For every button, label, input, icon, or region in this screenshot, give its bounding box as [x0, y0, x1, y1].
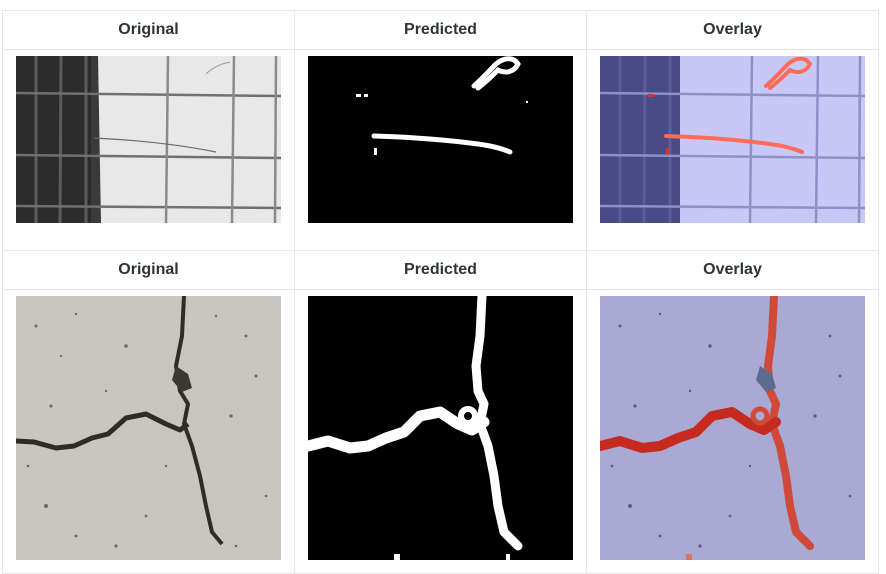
overlay-cell: [586, 49, 879, 273]
predicted-cell: [294, 49, 587, 273]
overlay-image: [600, 56, 865, 223]
column-header-original: Original: [2, 250, 295, 290]
column-header-predicted: Predicted: [294, 250, 587, 290]
original-image: [16, 296, 281, 560]
image-row: [2, 289, 879, 574]
result-table-2: Original Predicted Overlay: [2, 250, 879, 574]
original-cell: [2, 49, 295, 273]
predicted-cell: [294, 289, 587, 574]
overlay-cell: [586, 289, 879, 574]
original-cell: [2, 289, 295, 574]
original-image: [16, 56, 281, 223]
header-row: Original Predicted Overlay: [2, 250, 879, 290]
header-row: Original Predicted Overlay: [2, 10, 879, 50]
column-header-overlay: Overlay: [586, 250, 879, 290]
column-header-overlay: Overlay: [586, 10, 879, 50]
predicted-mask-image: [308, 296, 573, 560]
predicted-mask-image: [308, 56, 573, 223]
result-table-1: Original Predicted Overlay: [2, 10, 879, 273]
column-header-predicted: Predicted: [294, 10, 587, 50]
overlay-image: [600, 296, 865, 560]
column-header-original: Original: [2, 10, 295, 50]
image-row: [2, 49, 879, 273]
